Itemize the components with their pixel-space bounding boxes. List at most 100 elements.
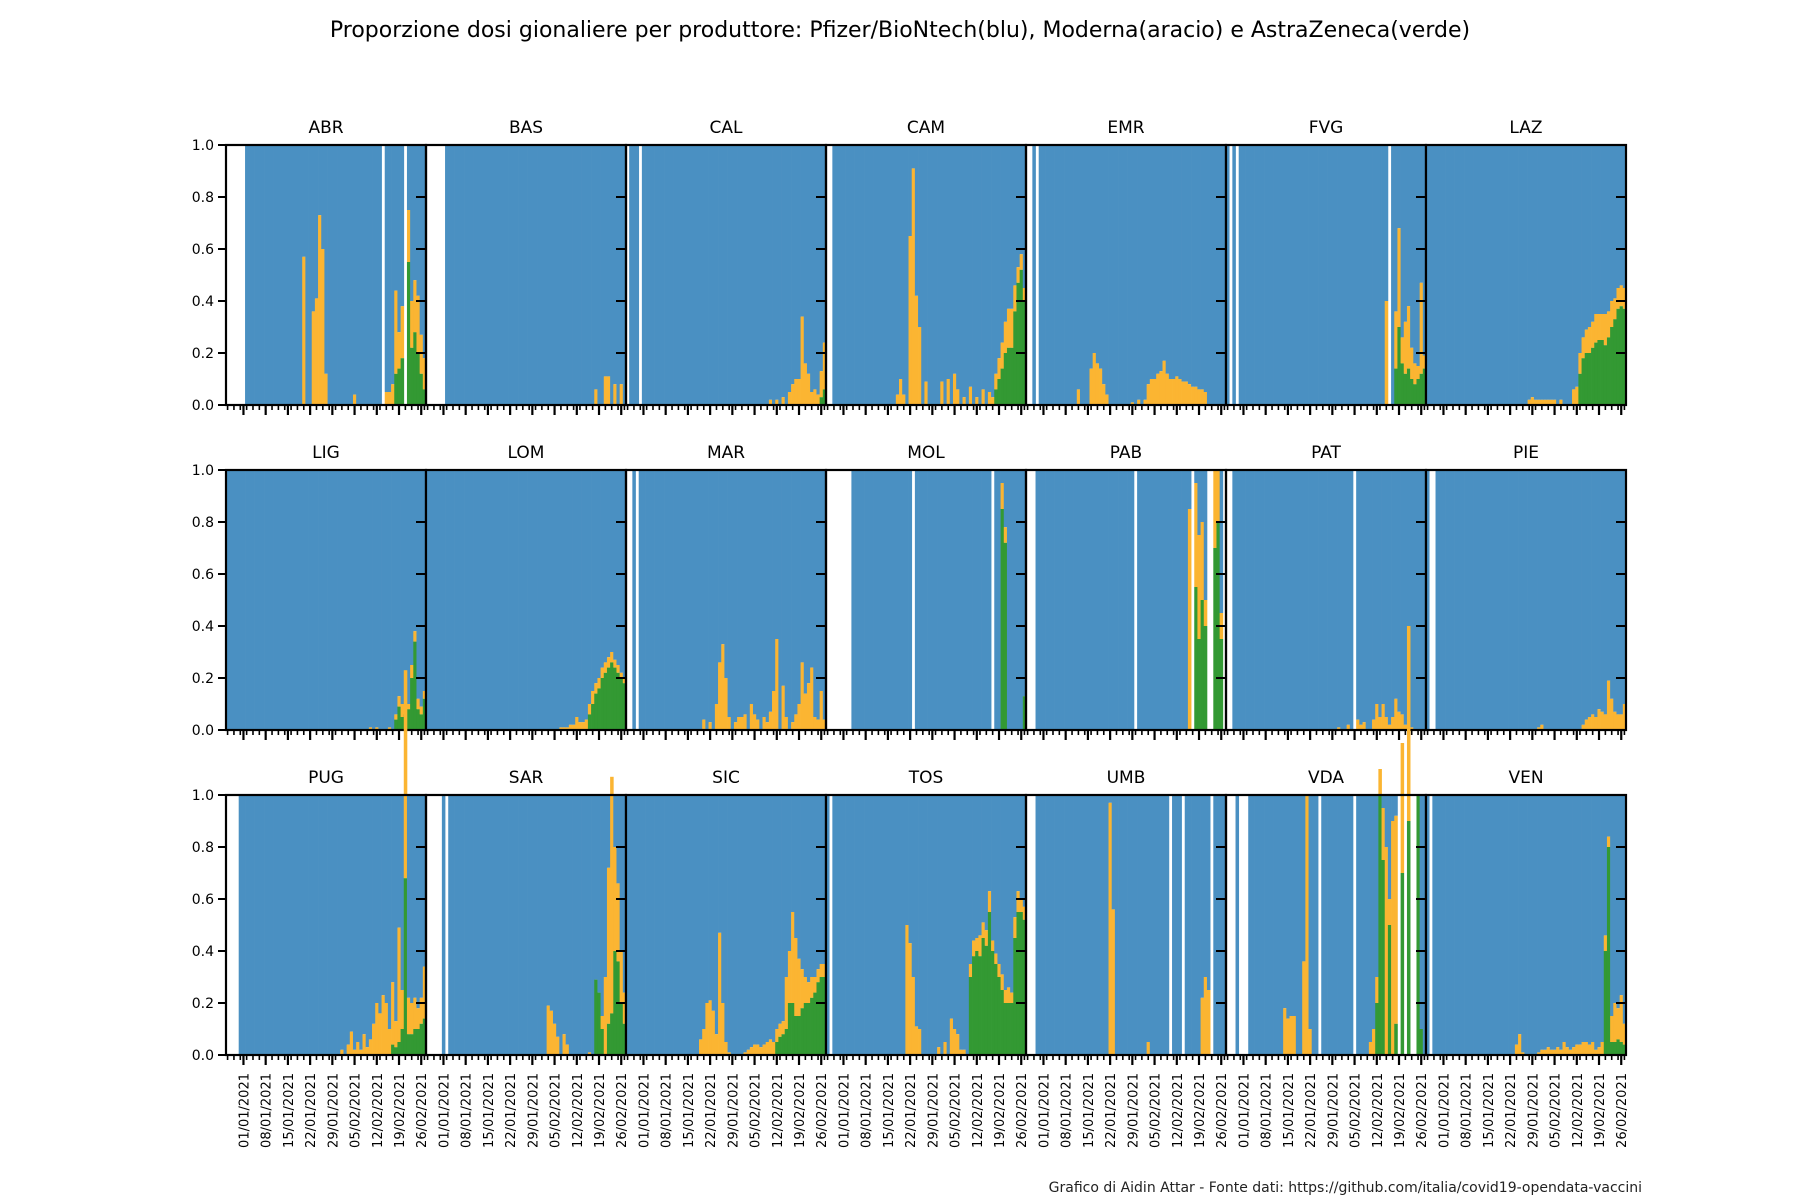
bar-pfizer-pie <box>1426 470 1430 730</box>
bar-pfizer-fvg <box>1238 145 1243 405</box>
bar-pfizer-pab <box>1159 470 1163 730</box>
bar-moderna-tos <box>987 891 992 912</box>
bar-moderna-tos <box>905 925 909 1055</box>
bar-astrazeneca-pab <box>1200 600 1205 730</box>
bar-pfizer-sar <box>575 795 579 1055</box>
bar-pfizer-tos <box>921 795 925 1055</box>
bar-pfizer-bas <box>511 145 516 405</box>
bar-astrazeneca-sar <box>594 979 598 1055</box>
bar-moderna-tos <box>1006 987 1011 1003</box>
bar-pfizer-ven <box>1594 795 1598 1050</box>
bar-pfizer-mar <box>727 470 732 717</box>
bar-pfizer-ven <box>1495 795 1500 1055</box>
bar-pfizer-fvg <box>1330 145 1335 405</box>
bar-astrazeneca-lom <box>606 667 611 730</box>
bar-pfizer-lom <box>562 470 567 728</box>
bar-pfizer-emr <box>1108 145 1113 405</box>
bar-pfizer-laz <box>1432 145 1436 405</box>
bar-pfizer-fvg <box>1419 145 1424 283</box>
bar-pfizer-vda <box>1314 795 1319 1055</box>
bar-pfizer-pug <box>273 795 278 1055</box>
bar-moderna-sar <box>546 1005 551 1055</box>
bar-pfizer-ven <box>1597 795 1601 1048</box>
y-tick-label: 0.4 <box>192 944 214 960</box>
bar-astrazeneca-laz <box>1584 353 1589 405</box>
bar-pfizer-mar <box>683 470 687 730</box>
bar-pfizer-tos <box>854 795 859 1055</box>
bar-pfizer-lom <box>495 470 500 730</box>
bar-pfizer-bas <box>591 145 595 405</box>
bar-pfizer-tos <box>826 795 830 1055</box>
bar-pfizer-cal <box>648 145 652 405</box>
bar-pfizer-lig <box>283 470 287 730</box>
bar-moderna-pat <box>1372 719 1376 730</box>
x-tick-label: 29/01/2021 <box>326 1073 341 1148</box>
bar-astrazeneca-ven <box>1603 951 1608 1055</box>
bar-pfizer-emr <box>1083 145 1087 405</box>
bar-pfizer-mar <box>813 470 817 717</box>
bar-pfizer-pat <box>1333 470 1338 730</box>
bar-pfizer-ven <box>1591 795 1595 1042</box>
bar-pfizer-emr <box>1041 145 1046 405</box>
bar-pfizer-umb <box>1111 795 1116 910</box>
bar-pfizer-umb <box>1102 795 1106 1055</box>
bar-astrazeneca-cam <box>997 379 1001 405</box>
bar-pfizer-pie <box>1460 470 1465 730</box>
bar-pfizer-pab <box>1127 470 1132 730</box>
bar-moderna-abr <box>416 295 421 353</box>
bar-moderna-cam <box>997 358 1001 379</box>
bar-pfizer-sic <box>660 795 665 1055</box>
bar-pfizer-mar <box>641 470 646 730</box>
bar-moderna-laz <box>1600 314 1605 340</box>
bar-pfizer-cam <box>994 145 998 374</box>
y-tick-label: 1.0 <box>192 463 214 479</box>
bar-pfizer-lom <box>473 470 478 730</box>
bar-pfizer-mar <box>679 470 684 730</box>
bar-pfizer-cam <box>997 145 1001 359</box>
bar-pfizer-sar <box>511 795 516 1055</box>
bar-pfizer-umb <box>1083 795 1087 1055</box>
bar-pfizer-mol <box>889 470 894 730</box>
bar-pfizer-pug <box>343 795 347 1055</box>
bar-pfizer-cam <box>918 145 922 327</box>
bar-pfizer-mol <box>1016 470 1021 730</box>
bar-pfizer-pat <box>1324 470 1328 730</box>
bar-moderna-mar <box>806 683 811 730</box>
bar-moderna-ven <box>1546 1047 1551 1055</box>
bar-pfizer-cam <box>972 145 976 405</box>
panel-title-mar: MAR <box>707 443 745 463</box>
bar-pfizer-cam <box>921 145 925 405</box>
bar-pfizer-pat <box>1254 470 1259 730</box>
bar-pfizer-tos <box>984 795 989 931</box>
x-tick-label: 19/02/2021 <box>1193 1073 1208 1148</box>
bar-astrazeneca-abr <box>397 368 401 405</box>
bar-pfizer-pie <box>1435 470 1440 730</box>
x-tick-label: 19/02/2021 <box>793 1073 808 1148</box>
bar-pfizer-pab <box>1070 470 1074 730</box>
x-tick-label: 29/01/2021 <box>526 1073 541 1148</box>
bar-pfizer-pie <box>1438 470 1443 730</box>
bar-pfizer-tos <box>978 795 982 936</box>
bar-moderna-cal <box>781 397 786 405</box>
bar-astrazeneca-pab <box>1219 639 1224 730</box>
bar-astrazeneca-vda <box>1406 821 1411 1055</box>
bar-pfizer-sic <box>648 795 652 1055</box>
bar-pfizer-pug <box>257 795 262 1055</box>
bar-pfizer-emr <box>1219 145 1224 405</box>
bar-pfizer-lig <box>279 470 284 730</box>
x-tick-label: 22/01/2021 <box>1304 1073 1319 1148</box>
bar-pfizer-pug <box>264 795 268 1055</box>
bar-moderna-tos <box>1022 906 1027 920</box>
bar-pfizer-mar <box>772 470 776 691</box>
bar-pfizer-bas <box>527 145 532 405</box>
bar-moderna-bas <box>619 384 624 405</box>
bar-pfizer-bas <box>460 145 465 405</box>
bar-pfizer-emr <box>1162 145 1167 361</box>
bar-pfizer-cal <box>756 145 760 405</box>
bar-pfizer-pug <box>318 795 322 1055</box>
bar-moderna-pie <box>1591 714 1595 730</box>
bar-moderna-laz <box>1613 298 1617 320</box>
bar-moderna-sic <box>714 1034 719 1055</box>
bar-moderna-cam <box>1019 254 1024 270</box>
bar-pfizer-pug <box>406 795 411 998</box>
